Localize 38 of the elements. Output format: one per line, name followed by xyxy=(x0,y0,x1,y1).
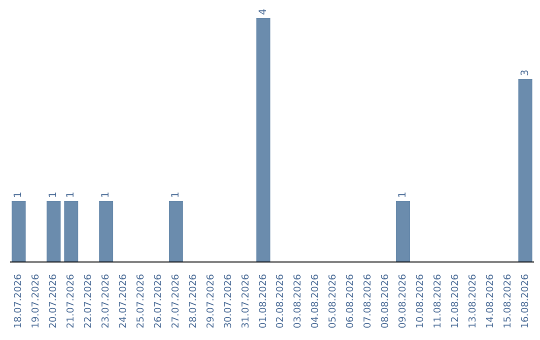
data-label: 1 xyxy=(66,192,77,198)
x-tick-label: 07.08.2026 xyxy=(362,274,374,328)
x-tick-label: 27.07.2026 xyxy=(170,274,182,328)
x-tick-label: 13.08.2026 xyxy=(467,274,478,328)
data-label: 1 xyxy=(170,192,182,198)
x-tick-label: 20.07.2026 xyxy=(48,274,60,328)
x-tick-label: 09.08.2026 xyxy=(398,274,408,328)
data-label: 1 xyxy=(13,192,24,198)
x-tick-label: 26.07.2026 xyxy=(152,274,164,328)
x-tick-label: 31.07.2026 xyxy=(240,274,252,328)
x-tick-label: 29.07.2026 xyxy=(205,274,216,328)
data-label: 1 xyxy=(398,192,409,198)
data-label: 4 xyxy=(258,8,269,15)
x-tick-label: 28.07.2026 xyxy=(188,274,199,328)
data-label: 1 xyxy=(100,192,112,198)
x-tick-label: 22.07.2026 xyxy=(83,274,94,328)
x-tick-label: 04.08.2026 xyxy=(310,274,322,328)
x-tick-label: 06.08.2026 xyxy=(345,274,356,328)
x-tick-label: 01.08.2026 xyxy=(258,274,269,328)
x-tick-label: 19.07.2026 xyxy=(30,274,42,328)
x-tick-label: 25.07.2026 xyxy=(136,274,146,328)
x-tick-label: 03.08.2026 xyxy=(292,274,304,328)
x-tick-label: 21.07.2026 xyxy=(66,274,77,328)
x-tick-label: 24.07.2026 xyxy=(118,274,130,328)
x-tick-label: 18.07.2026 xyxy=(13,274,24,328)
x-tick-label: 12.08.2026 xyxy=(450,274,461,328)
x-tick-label: 10.08.2026 xyxy=(414,274,426,328)
x-tick-label: 08.08.2026 xyxy=(380,274,392,328)
x-tick-label: 14.08.2026 xyxy=(484,274,496,328)
x-tick-label: 02.08.2026 xyxy=(275,274,286,328)
data-label: 1 xyxy=(48,192,60,198)
data-label: 3 xyxy=(520,70,531,76)
x-tick-label: 15.08.2026 xyxy=(502,274,514,328)
x-tick-label: 05.08.2026 xyxy=(328,274,339,328)
x-tick-label: 11.08.2026 xyxy=(432,274,444,328)
x-tick-label: 23.07.2026 xyxy=(100,274,112,328)
x-tick-label: 30.07.2026 xyxy=(222,274,234,328)
x-tick-label: 16.08.2026 xyxy=(520,274,531,328)
